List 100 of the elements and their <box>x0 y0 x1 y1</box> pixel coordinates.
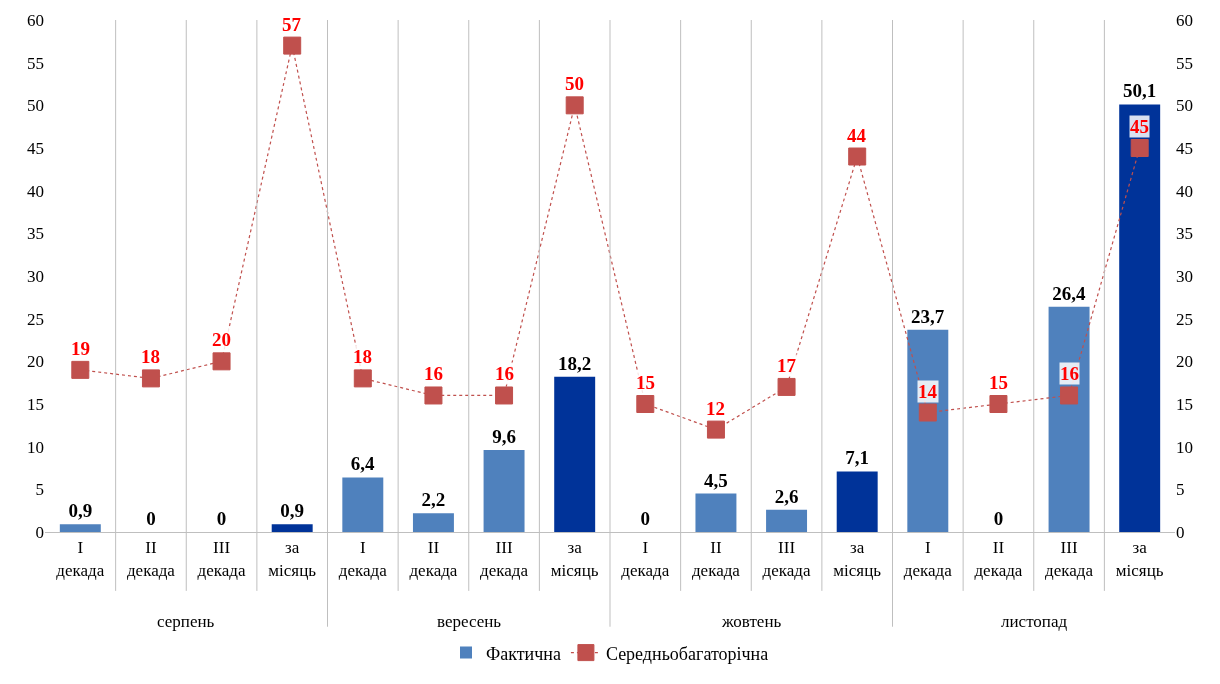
data-label: 57 <box>282 14 302 35</box>
y-tick-label: 55 <box>27 53 44 73</box>
data-label: 15 <box>636 372 655 393</box>
data-label: 50 <box>565 73 584 94</box>
data-label: 18,2 <box>558 352 592 374</box>
data-label: 18 <box>141 346 160 367</box>
y-tick-label: 20 <box>27 352 44 372</box>
text: листопад <box>1001 612 1068 631</box>
bar <box>342 477 384 532</box>
bar <box>695 493 737 532</box>
y2-tick-label: 0 <box>1176 522 1185 542</box>
data-label: 6,4 <box>350 453 375 475</box>
x-tick-label: II декада <box>974 538 1023 580</box>
bar <box>271 524 313 532</box>
bar <box>483 450 525 532</box>
y2-tick-label: 45 <box>1176 138 1193 158</box>
y2-tick-label: 5 <box>1176 480 1185 500</box>
y-tick-label: 30 <box>27 266 44 286</box>
y-tick-label: 50 <box>27 96 44 116</box>
data-label: 23,7 <box>910 305 945 327</box>
bar <box>1048 306 1090 532</box>
data-label: 0,9 <box>68 500 93 522</box>
data-label: 18 <box>353 346 372 367</box>
data-label: 16 <box>1060 363 1079 384</box>
point <box>918 403 937 422</box>
data-label: 2,2 <box>421 489 446 511</box>
y2-tick-label: 60 <box>1176 10 1193 30</box>
y2-tick-label: 50 <box>1176 96 1193 116</box>
legend-label: Фактична <box>486 643 561 664</box>
y-tick-label: 25 <box>27 309 44 329</box>
data-label: 0 <box>993 508 1004 529</box>
point <box>989 395 1008 413</box>
data-label: 14 <box>918 381 938 402</box>
point <box>495 386 514 405</box>
bar <box>907 329 949 532</box>
data-label: 45 <box>1130 116 1149 137</box>
bar <box>836 471 878 532</box>
data-label: 4,5 <box>704 469 728 491</box>
y2-tick-label: 10 <box>1176 437 1193 457</box>
y-tick-label: 0 <box>35 522 44 542</box>
x-tick-label: II декада <box>691 538 741 580</box>
data-label: 15 <box>989 372 1008 393</box>
data-label: 7,1 <box>845 447 870 469</box>
x-tick-label: I декада <box>338 538 388 580</box>
point <box>636 395 655 413</box>
y2-tick-label: 35 <box>1176 224 1193 244</box>
point <box>565 96 584 115</box>
x-tick-label: III декада <box>762 538 811 580</box>
bar <box>59 524 101 532</box>
data-label: 0 <box>146 508 156 529</box>
x-tick-label: I декада <box>903 538 953 580</box>
y2-tick-label: 30 <box>1176 266 1193 286</box>
point <box>1060 386 1079 405</box>
point <box>283 36 302 55</box>
point <box>141 369 160 388</box>
y-tick-label: 45 <box>27 138 44 158</box>
x-tick-label: II декада <box>409 538 458 580</box>
point <box>706 420 725 439</box>
data-label: 20 <box>212 329 231 350</box>
y2-tick-label: 40 <box>1176 181 1193 201</box>
x-tick-label: I декада <box>56 538 105 580</box>
x-tick-label: за місяць <box>833 538 882 580</box>
legend-label: Середньобагаторічна <box>605 643 769 664</box>
y2-tick-label: 25 <box>1176 309 1193 329</box>
point <box>212 352 231 371</box>
point <box>71 360 90 379</box>
point <box>777 377 796 396</box>
data-label: 19 <box>71 338 90 359</box>
data-label: 17 <box>777 355 797 376</box>
bar <box>1119 104 1161 532</box>
data-label: 26,4 <box>1052 282 1086 304</box>
data-label: 16 <box>495 363 514 384</box>
y-tick-label: 40 <box>27 181 44 201</box>
point <box>1130 139 1149 157</box>
data-label: 0,9 <box>280 500 305 522</box>
x-tick-label: за місяць <box>268 538 317 580</box>
y-tick-label: 60 <box>27 10 44 30</box>
x-tick-label: III декада <box>197 538 246 580</box>
x-tick-label: за місяць <box>1115 538 1164 580</box>
data-label: 9,6 <box>492 426 516 448</box>
point <box>353 369 372 388</box>
bar <box>412 513 454 532</box>
data-label: 0 <box>640 508 651 529</box>
data-label: 12 <box>706 398 725 419</box>
y-tick-label: 5 <box>35 480 44 500</box>
x-tick-label: III декада <box>1045 538 1094 580</box>
x-tick-label: II декада <box>126 538 176 580</box>
y-tick-label: 15 <box>27 394 44 414</box>
point <box>424 386 443 405</box>
x-tick-label: за місяць <box>550 538 599 580</box>
bar <box>766 509 808 532</box>
data-label: 44 <box>847 125 867 146</box>
bar <box>554 376 596 532</box>
data-label: 16 <box>424 363 443 384</box>
x-tick-label: I декада <box>621 538 670 580</box>
data-label: 50,1 <box>1123 80 1157 102</box>
data-label: 0 <box>216 508 227 529</box>
text: вересень <box>437 612 502 631</box>
y-tick-label: 10 <box>27 437 44 457</box>
y2-tick-label: 15 <box>1176 394 1193 414</box>
